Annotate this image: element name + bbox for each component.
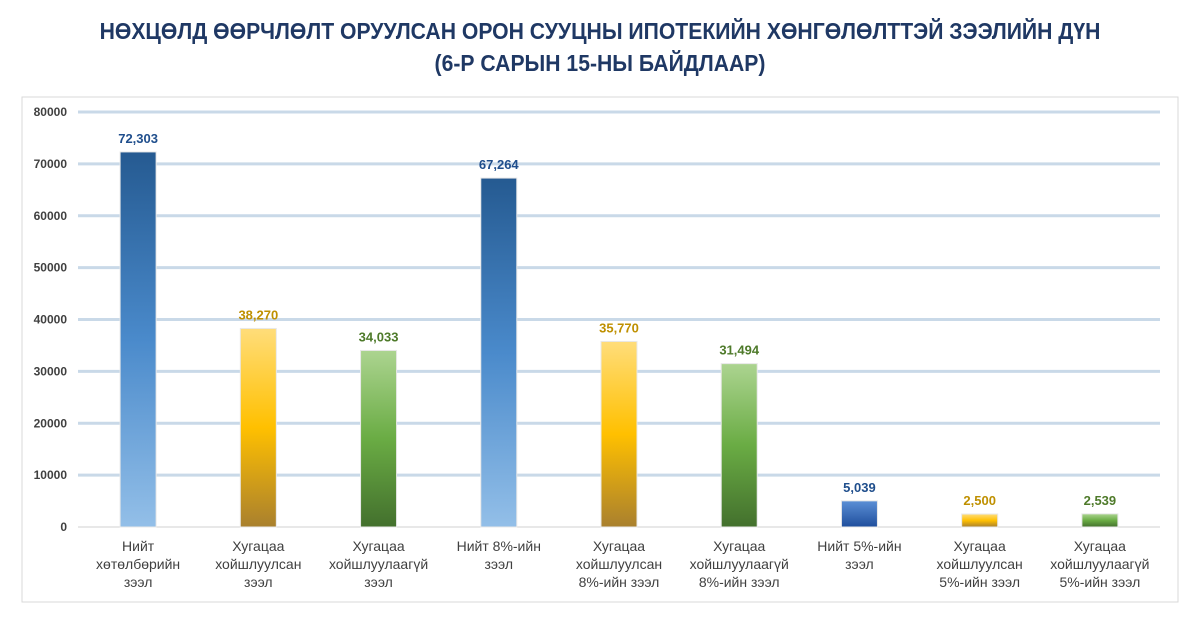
data-label: 34,033 [359,329,399,344]
y-tick-label: 70000 [34,157,68,171]
x-tick-label-line: Хугацаа [954,538,1006,554]
x-tick-label: Хугацаа хойшлуулаагүй 8%-ийн зээл [690,538,789,590]
x-tick-label: Нийт 5%-ийн зээл [817,538,901,572]
bar [239,327,277,528]
bar [961,513,999,528]
x-tick-label-line: зээл [364,574,393,590]
data-label: 67,264 [479,157,520,172]
bar [360,349,398,528]
x-tick-label-line: зээл [484,556,513,572]
x-tick-label-line: зээл [845,556,874,572]
x-tick-label: Нийт 8%-ийн зээл [457,538,541,572]
x-tick-label: Нийт хөтөлбөрийн зээл [96,538,180,590]
x-tick-label-line: Нийт 5%-ийн [817,538,901,554]
bar [840,500,878,528]
data-label: 38,270 [238,307,278,322]
chart-subtitle: (6-Р САРЫН 15-НЫ БАЙДЛААР) [434,50,766,76]
x-tick-label-line: Хугацаа [232,538,284,554]
data-label: 35,770 [599,320,639,335]
x-tick-label-line: 5%-ийн зээл [1060,574,1141,590]
x-tick-label-line: 5%-ийн зээл [939,574,1020,590]
y-tick-label: 10000 [34,468,68,482]
x-tick-label-line: 8%-ийн зээл [699,574,780,590]
x-tick-label-line: Хугацаа [352,538,404,554]
y-tick-label: 50000 [34,261,68,275]
bar [119,151,157,528]
bar [720,363,758,528]
x-tick-label-line: хойшлуулсан [576,556,662,572]
x-tick-label-line: Нийт [122,538,155,554]
x-tick-label-line: хойшлуулаагүй [1050,556,1149,572]
data-label: 2,500 [963,493,996,508]
x-tick-label-line: хойшлуулсан [215,556,301,572]
chart-frame [21,96,1179,603]
x-tick-label-line: Хугацаа [593,538,645,554]
y-tick-label: 60000 [34,209,68,223]
x-tick-label-line: хөтөлбөрийн [96,556,180,572]
data-label: 2,539 [1084,493,1117,508]
x-tick-label-line: зээл [244,574,273,590]
y-tick-label: 80000 [34,105,68,119]
x-tick-label-line: хойшлуулсан [937,556,1023,572]
x-tick-label: Хугацаа хойшлуулсан зээл [215,538,301,590]
x-tick-label-line: Хугацаа [713,538,765,554]
x-tick-label-line: 8%-ийн зээл [579,574,660,590]
x-tick-label-line: Хугацаа [1074,538,1126,554]
x-tick-label-line: хойшлуулаагүй [329,556,428,572]
x-tick-label-line: хойшлуулаагүй [690,556,789,572]
x-tick-label: Хугацаа хойшлуулаагүй 5%-ийн зээл [1050,538,1149,590]
x-tick-label: Хугацаа хойшлуулаагүй зээл [329,538,428,590]
y-tick-label: 0 [60,520,67,534]
x-tick-label: Хугацаа хойшлуулсан 8%-ийн зээл [576,538,662,590]
chart-title: НӨХЦӨЛД ӨӨРЧЛӨЛТ ОРУУЛСАН ОРОН СУУЦНЫ ИП… [99,18,1101,44]
y-tick-label: 20000 [34,416,68,430]
x-tick-label-line: зээл [124,574,153,590]
data-label: 31,494 [719,343,760,358]
data-label: 5,039 [843,480,876,495]
bar [1081,513,1119,528]
y-tick-label: 40000 [34,313,68,327]
x-tick-label-line: Нийт 8%-ийн [457,538,541,554]
x-tick-label: Хугацаа хойшлуулсан 5%-ийн зээл [937,538,1023,590]
bar [600,340,638,528]
bar [480,177,518,528]
data-label: 72,303 [118,131,158,146]
y-tick-label: 30000 [34,364,68,378]
